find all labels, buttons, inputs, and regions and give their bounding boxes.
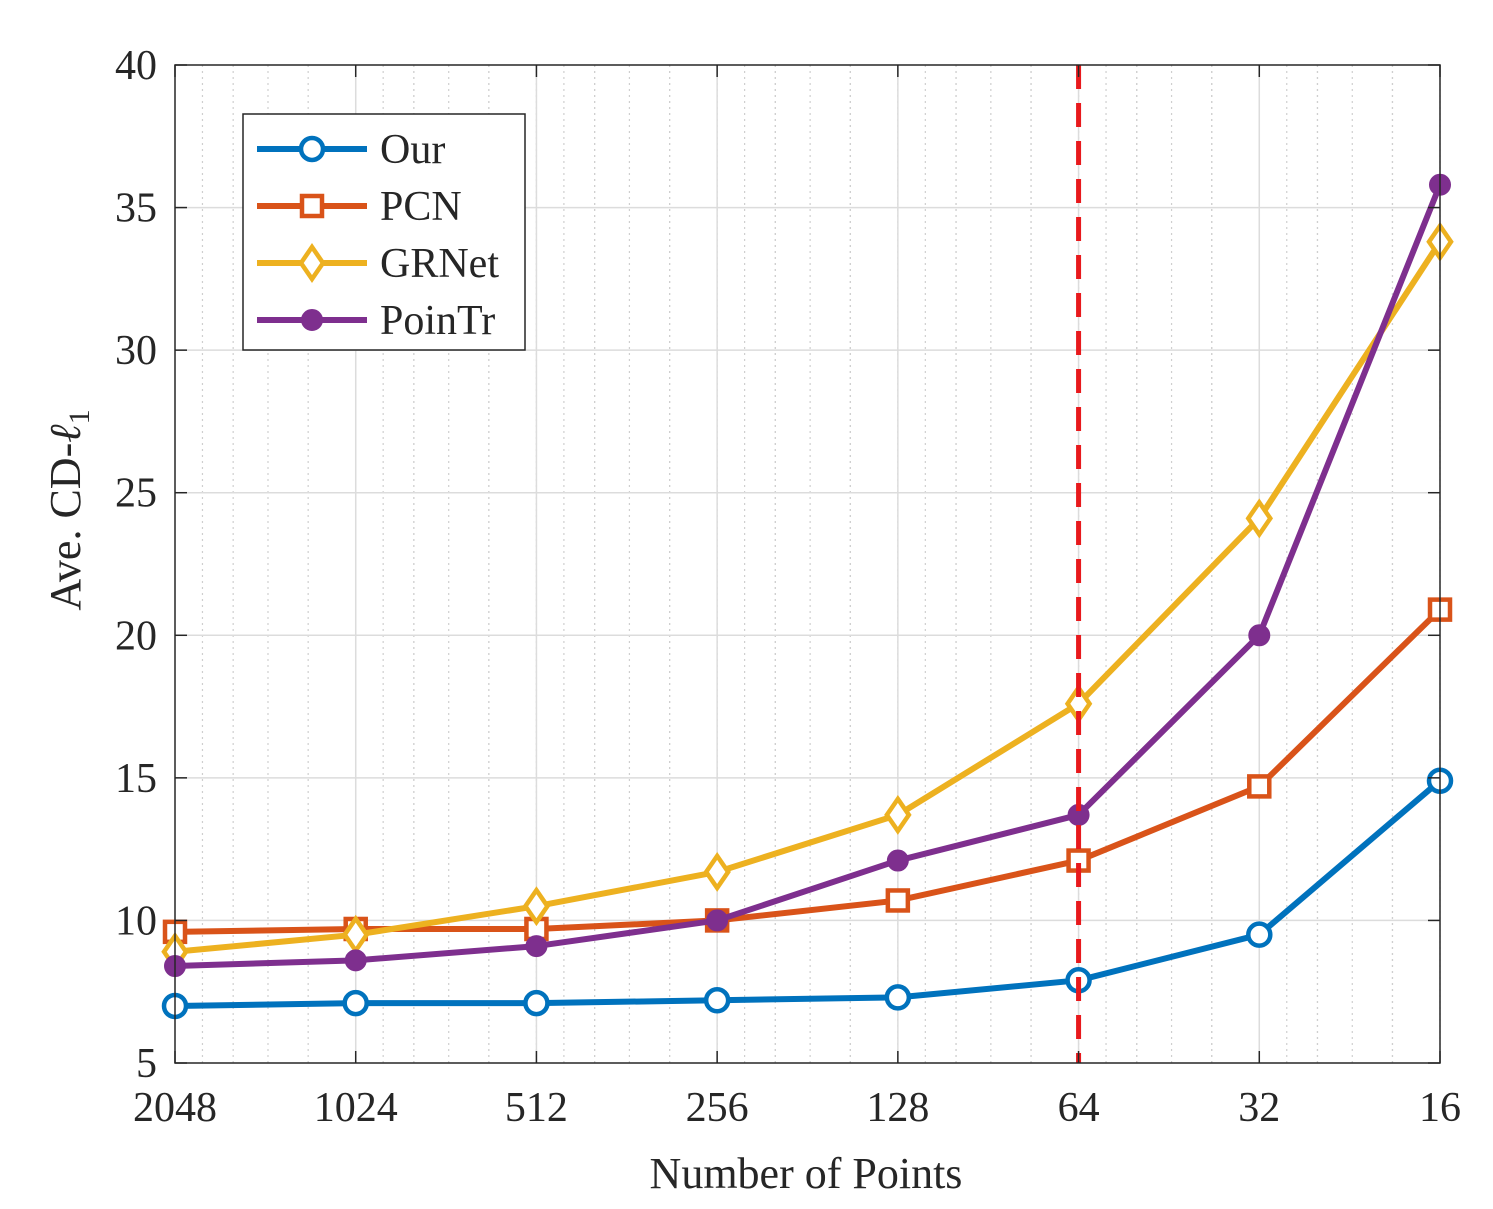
y-axis-label-subscript: 1 [63,409,96,424]
data-point-pcn [1247,774,1272,799]
legend-box [242,113,526,351]
data-point-our [342,989,369,1017]
data-point-pointr [344,949,367,972]
x-axis-label: Number of Points [650,1149,963,1198]
legend-item-grnet: GRNet [257,241,499,287]
series-line-pointr [174,183,1443,970]
y-tick-label: 35 [115,186,157,232]
legend-marker-our [298,135,326,163]
data-point-pointr [1248,624,1271,647]
data-point-our [884,984,912,1011]
series-line-our [174,778,1442,1009]
data-point-pointr [886,849,909,872]
x-tick-label: 256 [686,1085,749,1131]
y-axis-label-text: Ave. CD- [41,443,90,611]
x-tick-labels: 2048 1024 512 256 128 64 32 16 [133,1085,1461,1131]
y-tick-labels: 5 10 15 20 25 30 35 40 [115,43,157,1087]
series-grnet [161,221,1454,972]
y-tick-label: 20 [115,613,157,659]
legend-item-pcn: PCN [257,184,462,230]
series-pointr [164,173,1451,978]
x-tick-label: 1024 [314,1085,398,1131]
legend-item-pointr: PoinTr [257,298,495,344]
y-tick-label: 40 [115,43,157,89]
x-tick-label: 16 [1419,1085,1461,1131]
data-point-grnet [884,794,912,835]
legend-label-pointr: PoinTr [380,298,495,344]
series-layer [161,173,1454,1020]
tick-marks [174,64,1441,1064]
x-tick-label: 32 [1238,1085,1280,1131]
data-point-pointr [525,935,548,958]
axes-frame [174,64,1441,1064]
data-point-our [1246,921,1273,948]
data-point-pointr [706,909,729,932]
y-tick-label: 15 [115,756,157,802]
legend-label-pcn: PCN [380,184,462,230]
series-line-grnet [174,240,1443,955]
y-axis-label-symbol: ℓ [41,424,90,443]
legend-label-grnet: GRNet [380,241,499,287]
y-tick-label: 25 [115,471,157,517]
legend-item-our: Our [257,127,445,173]
data-point-our [523,989,550,1017]
legend-marker-pcn [299,193,325,219]
data-point-our [703,987,731,1014]
x-tick-label: 64 [1058,1085,1100,1131]
y-tick-label: 5 [136,1041,157,1087]
legend-marker-grnet [298,243,326,283]
data-point-pcn [885,888,911,913]
y-tick-label: 10 [115,898,157,944]
data-point-grnet [703,851,731,892]
legend-label-our: Our [380,127,445,173]
legend: Our PCN GRNet PoinTr [242,113,526,351]
series-our [161,767,1454,1020]
x-tick-label: 128 [866,1085,929,1131]
y-tick-label: 30 [115,328,157,374]
y-axis-label: Ave. CD-ℓ1 [41,409,96,610]
data-point-grnet [522,886,551,927]
legend-marker-pointr [301,309,323,331]
x-tick-label: 512 [505,1085,568,1131]
x-tick-label: 2048 [133,1085,217,1131]
data-point-grnet [1245,498,1274,539]
